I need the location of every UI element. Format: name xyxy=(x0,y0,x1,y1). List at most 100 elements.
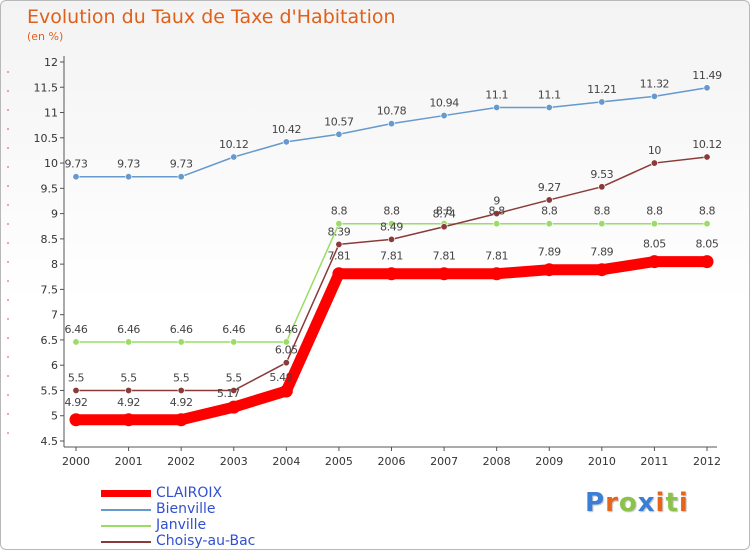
legend-item-clairoix[interactable]: CLAIROIX xyxy=(101,485,321,502)
data-label-clairoix: 7.81 xyxy=(433,250,456,263)
x-tick-label: 2000 xyxy=(62,455,90,468)
data-point-bienville xyxy=(598,98,606,106)
data-label-clairoix: 7.81 xyxy=(327,250,350,263)
y-tick-label: 4.5 xyxy=(41,435,59,448)
data-label-janville: 8.8 xyxy=(331,205,348,218)
legend-label-choisy-au-bac: Choisy-au-Bac xyxy=(156,533,256,549)
data-point-bienville xyxy=(650,92,658,100)
legend-label-janville: Janville xyxy=(156,517,207,533)
logo-letter: o xyxy=(618,488,638,518)
x-tick-label: 2009 xyxy=(535,455,563,468)
data-label-choisy-au-bac: 8.49 xyxy=(380,220,403,233)
data-point-choisy-au-bac xyxy=(598,183,606,191)
legend-item-choisy-au-bac[interactable]: Choisy-au-Bac xyxy=(101,533,321,549)
logo-letter: r xyxy=(605,488,619,518)
data-point-clairoix xyxy=(385,267,398,281)
data-label-choisy-au-bac: 9.27 xyxy=(538,181,561,194)
data-point-clairoix xyxy=(122,413,136,427)
data-point-clairoix xyxy=(227,400,241,414)
data-point-clairoix xyxy=(542,263,556,277)
x-tick-label: 2004 xyxy=(272,455,300,468)
data-point-clairoix xyxy=(332,267,346,281)
data-point-clairoix xyxy=(437,267,451,281)
data-label-choisy-au-bac: 9 xyxy=(493,195,500,208)
y-tick-label: 11.5 xyxy=(34,81,59,94)
data-label-bienville: 10.57 xyxy=(324,115,354,128)
data-label-janville: 6.46 xyxy=(222,323,245,336)
data-point-janville xyxy=(230,338,238,346)
data-point-bienville xyxy=(493,103,501,111)
data-label-clairoix: 8.05 xyxy=(643,238,666,251)
data-point-janville xyxy=(703,220,711,228)
data-point-bienville xyxy=(545,103,553,111)
x-tick-label: 2002 xyxy=(167,455,195,468)
data-point-janville xyxy=(125,338,133,346)
y-tick-label: 12 xyxy=(44,56,58,69)
data-point-bienville xyxy=(282,138,290,146)
y-tick-label: 8 xyxy=(51,258,58,271)
data-label-clairoix: 5.17 xyxy=(217,387,240,400)
data-point-choisy-au-bac xyxy=(703,153,711,161)
data-point-choisy-au-bac xyxy=(177,386,185,394)
legend-item-bienville[interactable]: Bienville xyxy=(101,501,321,518)
x-tick-label: 2001 xyxy=(115,455,143,468)
data-point-clairoix xyxy=(490,267,504,281)
data-point-choisy-au-bac xyxy=(335,240,343,248)
data-label-janville: 6.46 xyxy=(275,323,298,336)
data-point-clairoix xyxy=(647,255,661,269)
data-point-choisy-au-bac xyxy=(493,210,501,218)
data-label-bienville: 11.21 xyxy=(587,83,617,96)
data-label-bienville: 11.1 xyxy=(538,88,561,101)
data-point-bienville xyxy=(703,84,711,92)
legend-label-clairoix: CLAIROIX xyxy=(156,485,223,501)
data-point-choisy-au-bac xyxy=(440,223,448,231)
data-label-choisy-au-bac: 5.5 xyxy=(68,371,85,384)
legend-item-janville[interactable]: Janville xyxy=(101,517,321,534)
logo-letter: P xyxy=(585,488,606,518)
data-point-janville xyxy=(387,220,395,228)
x-tick-label: 2006 xyxy=(378,455,406,468)
data-label-clairoix: 7.81 xyxy=(380,250,403,263)
data-point-janville xyxy=(598,220,606,228)
x-tick-label: 2010 xyxy=(588,455,616,468)
data-label-clairoix: 5.49 xyxy=(269,371,292,384)
data-label-choisy-au-bac: 10 xyxy=(648,144,662,157)
y-unit-label: (en %) xyxy=(27,30,64,43)
y-tick-label: 9.5 xyxy=(41,182,59,195)
data-label-choisy-au-bac: 9.53 xyxy=(590,168,613,181)
y-tick-label: 8.5 xyxy=(41,233,59,246)
chart-title: Evolution du Taux de Taxe d'Habitation xyxy=(27,6,396,28)
data-point-clairoix xyxy=(595,263,609,277)
data-point-bienville xyxy=(387,120,395,128)
data-label-clairoix: 4.92 xyxy=(117,396,140,409)
data-label-bienville: 10.94 xyxy=(429,97,459,110)
data-point-clairoix xyxy=(700,255,714,269)
data-label-bienville: 10.12 xyxy=(219,138,249,151)
y-tick-label: 6.5 xyxy=(41,334,59,347)
y-tick-label: 7 xyxy=(51,309,58,322)
data-label-bienville: 9.73 xyxy=(65,158,88,171)
x-tick-label: 2003 xyxy=(220,455,248,468)
legend-swatch-janville xyxy=(101,525,151,527)
y-tick-label: 10.5 xyxy=(34,132,59,145)
legend-label-bienville: Bienville xyxy=(156,501,216,517)
y-tick-label: 9 xyxy=(51,208,58,221)
data-label-choisy-au-bac: 6.05 xyxy=(275,344,298,357)
data-label-janville: 8.8 xyxy=(594,205,611,218)
data-point-choisy-au-bac xyxy=(650,159,658,167)
data-label-choisy-au-bac: 5.5 xyxy=(120,371,137,384)
data-label-choisy-au-bac: 10.12 xyxy=(692,138,722,151)
x-tick-label: 2005 xyxy=(325,455,353,468)
data-label-janville: 8.8 xyxy=(383,205,400,218)
data-point-choisy-au-bac xyxy=(230,386,238,394)
legend: CLAIROIX Bienville Janville Choisy-au-Ba… xyxy=(101,485,321,549)
data-label-clairoix: 4.92 xyxy=(170,396,193,409)
y-tick-label: 5 xyxy=(51,410,58,423)
data-label-clairoix: 4.92 xyxy=(65,396,88,409)
legend-swatch-choisy-au-bac xyxy=(101,541,151,543)
x-tick-label: 2008 xyxy=(483,455,511,468)
data-label-bienville: 9.73 xyxy=(117,158,140,171)
y-tick-label: 10 xyxy=(44,157,58,170)
data-label-clairoix: 8.05 xyxy=(696,238,719,251)
